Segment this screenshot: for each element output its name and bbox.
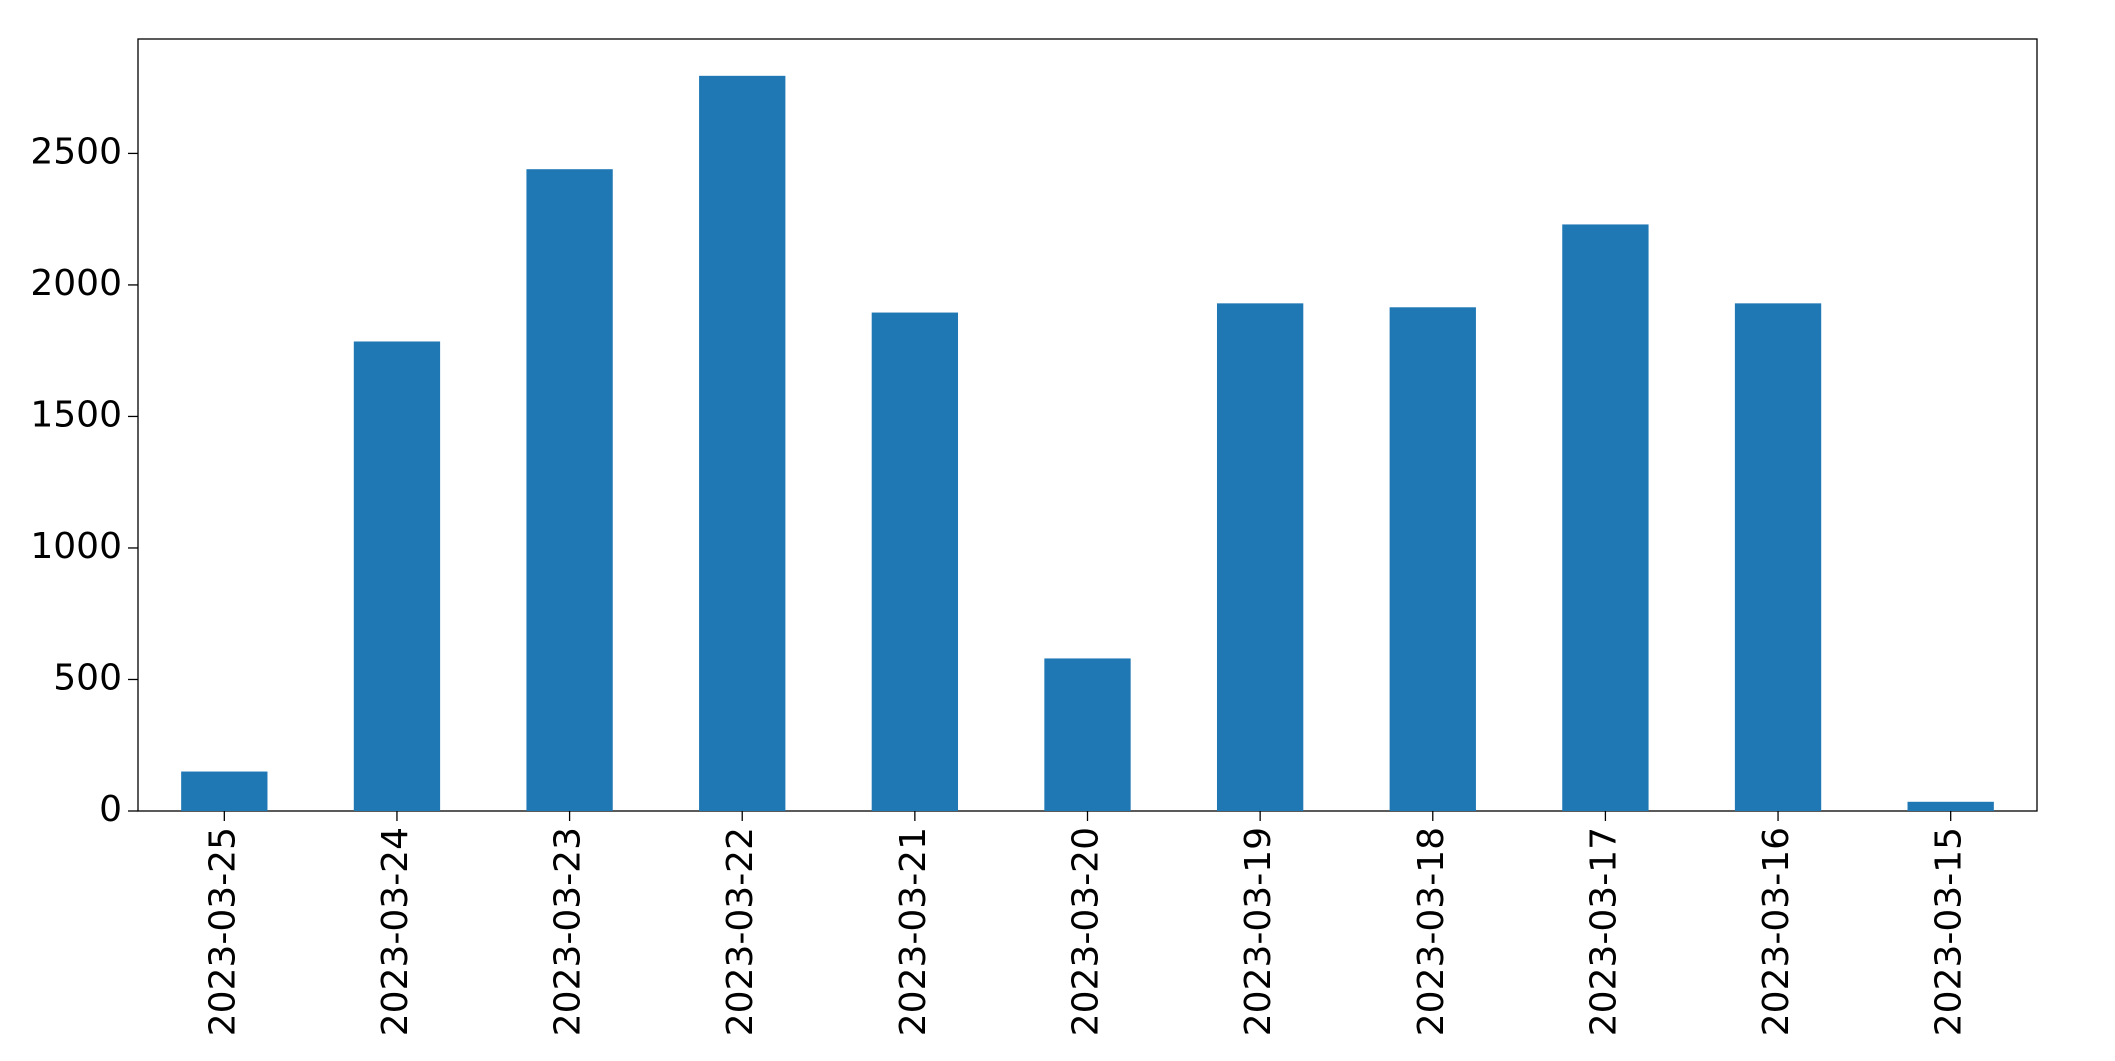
x-tick-label: 2023-03-25	[202, 827, 243, 1036]
x-tick-label: 2023-03-15	[1929, 827, 1970, 1036]
x-tick-label: 2023-03-19	[1238, 827, 1279, 1036]
x-tick-label: 2023-03-24	[375, 827, 416, 1036]
y-tick-label: 500	[53, 657, 122, 698]
x-tick-label: 2023-03-16	[1756, 827, 1797, 1036]
bar	[699, 75, 786, 812]
y-tick-label: 0	[99, 789, 122, 830]
x-tick-label: 2023-03-18	[1411, 827, 1452, 1036]
x-tick-label: 2023-03-17	[1583, 827, 1624, 1036]
bar	[526, 169, 613, 811]
y-tick-label: 1000	[30, 526, 122, 567]
x-tick-label: 2023-03-20	[1066, 827, 1107, 1036]
bar	[1216, 303, 1304, 811]
bar	[181, 771, 268, 811]
bar	[1907, 801, 1994, 811]
x-tick-label: 2023-03-22	[720, 827, 761, 1036]
x-tick-label: 2023-03-23	[548, 827, 589, 1036]
bar	[1562, 224, 1649, 812]
x-tick-label: 2023-03-21	[893, 827, 934, 1036]
bar	[353, 341, 441, 811]
y-tick-label: 1500	[30, 394, 122, 435]
y-tick-label: 2500	[30, 131, 122, 172]
bar	[1044, 658, 1131, 811]
bar	[1389, 307, 1476, 811]
bar	[1734, 303, 1822, 811]
bar	[871, 312, 959, 811]
y-tick-label: 2000	[30, 263, 122, 304]
